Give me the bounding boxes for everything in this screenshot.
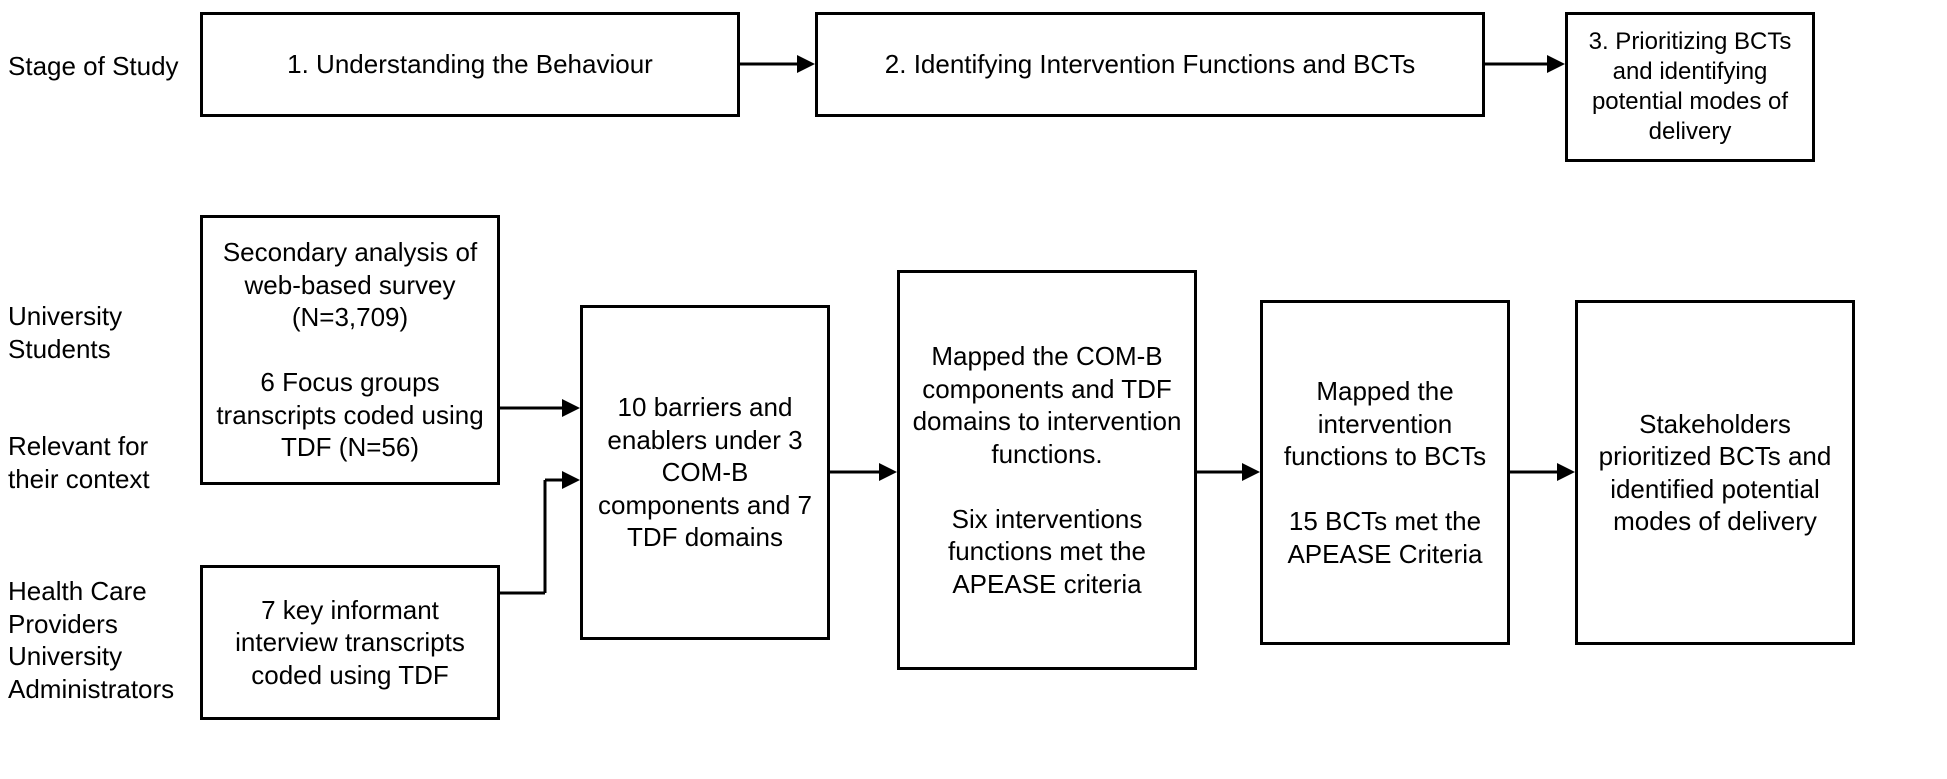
node-barriers: 10 barriers and enablers under 3 COM-B c… <box>580 305 830 640</box>
flowchart-canvas: Stage of Study University Students Relev… <box>0 0 1947 779</box>
label-relevant-for-context: Relevant for their context <box>8 430 193 495</box>
node-informant: 7 key informant interview transcripts co… <box>200 565 500 720</box>
node-stage3: 3. Prioritizing BCTs and identifying pot… <box>1565 12 1815 162</box>
node-surveys: Secondary analysis of web-based survey (… <box>200 215 500 485</box>
label-hcp-admins: Health Care Providers University Adminis… <box>8 575 193 705</box>
node-mapped-comb: Mapped the COM-B components and TDF doma… <box>897 270 1197 670</box>
label-stage-of-study: Stage of Study <box>8 50 193 83</box>
node-stage2: 2. Identifying Intervention Functions an… <box>815 12 1485 117</box>
node-mapped-bcts: Mapped the intervention functions to BCT… <box>1260 300 1510 645</box>
label-university-students: University Students <box>8 300 193 365</box>
node-stakeholders: Stakeholders prioritized BCTs and identi… <box>1575 300 1855 645</box>
node-stage1: 1. Understanding the Behaviour <box>200 12 740 117</box>
